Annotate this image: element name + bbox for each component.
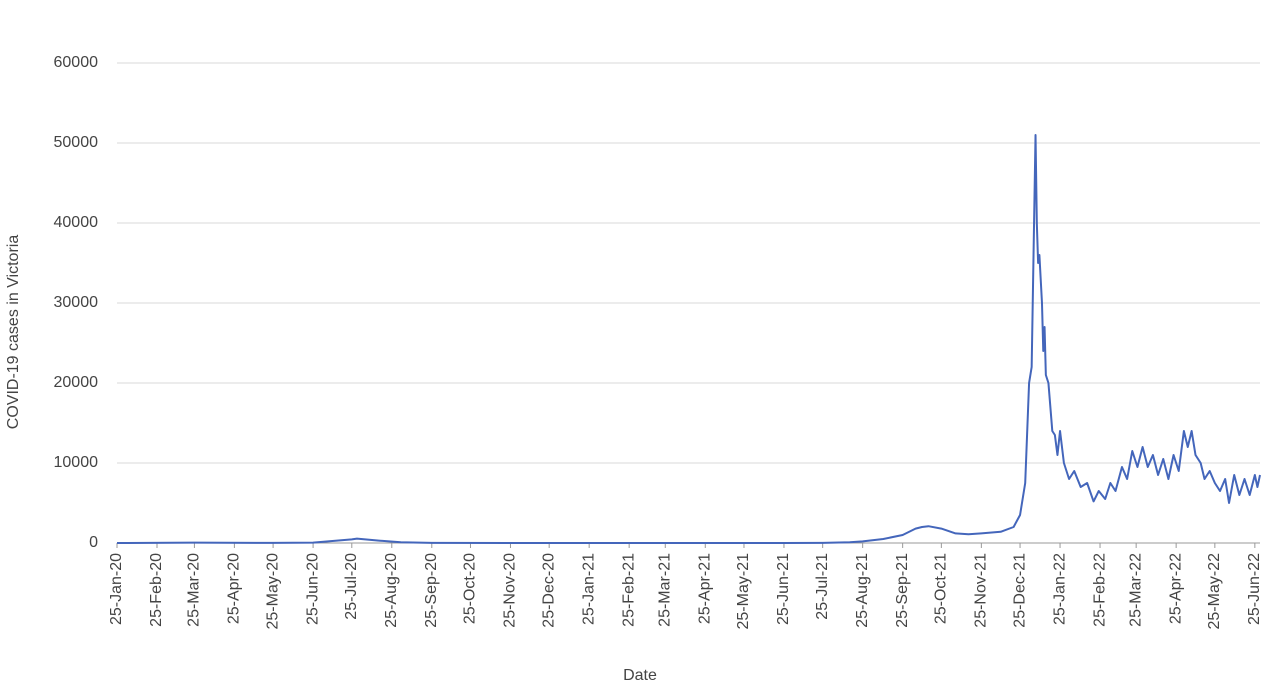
x-tick-label: 25-Aug-20	[383, 553, 400, 628]
x-tick-label: 25-Dec-21	[1011, 553, 1028, 628]
x-tick-label: 25-Jun-20	[304, 553, 321, 625]
x-tick-label: 25-Nov-20	[502, 553, 519, 628]
x-tick-label: 25-Mar-22	[1127, 553, 1144, 627]
x-tick-label: 25-Apr-22	[1167, 553, 1184, 624]
y-tick-label: 50000	[54, 134, 99, 151]
y-tick-label: 10000	[54, 454, 99, 471]
x-tick-label: 25-Sep-20	[423, 553, 440, 628]
y-tick-label: 20000	[54, 374, 99, 391]
x-tick-label: 25-May-22	[1206, 553, 1223, 630]
x-tick-label: 25-Mar-21	[656, 553, 673, 627]
x-tick-label: 25-Feb-20	[148, 553, 165, 627]
x-tick-label: 25-Oct-20	[462, 553, 479, 624]
x-tick-label: 25-Sep-21	[894, 553, 911, 628]
x-tick-label: 25-May-20	[264, 553, 281, 630]
x-tick-label: 25-Jul-20	[343, 553, 360, 620]
y-axis-title: COVID-19 cases in Victoria	[5, 235, 22, 430]
x-tick-label: 25-Jun-22	[1246, 553, 1263, 625]
x-tick-label: 25-Feb-22	[1091, 553, 1108, 627]
x-tick-label: 25-Mar-20	[186, 553, 203, 627]
data-line	[116, 134, 1261, 544]
x-tick-label: 25-Apr-20	[226, 553, 243, 624]
x-tick-label: 25-Jul-21	[814, 553, 831, 620]
x-tick-label: 25-Oct-21	[933, 553, 950, 624]
x-tick-label: 25-Aug-21	[854, 553, 871, 628]
x-tick-label: 25-May-21	[735, 553, 752, 630]
y-tick-label: 30000	[54, 294, 99, 311]
x-tick-label: 25-Feb-21	[620, 553, 637, 627]
x-tick-label: 25-Jan-21	[580, 553, 597, 625]
x-tick-label: 25-Dec-20	[540, 553, 557, 628]
y-tick-label: 60000	[54, 54, 99, 71]
x-tick-label: 25-Jan-20	[108, 553, 125, 625]
x-axis-title: Date	[623, 667, 657, 684]
x-tick-label: 25-Jun-21	[775, 553, 792, 625]
x-tick-label: 25-Nov-21	[973, 553, 990, 628]
x-tick-label: 25-Apr-21	[696, 553, 713, 624]
y-tick-label: 0	[89, 534, 98, 551]
y-tick-label: 40000	[54, 214, 99, 231]
x-tick-label: 25-Jan-22	[1051, 553, 1068, 625]
